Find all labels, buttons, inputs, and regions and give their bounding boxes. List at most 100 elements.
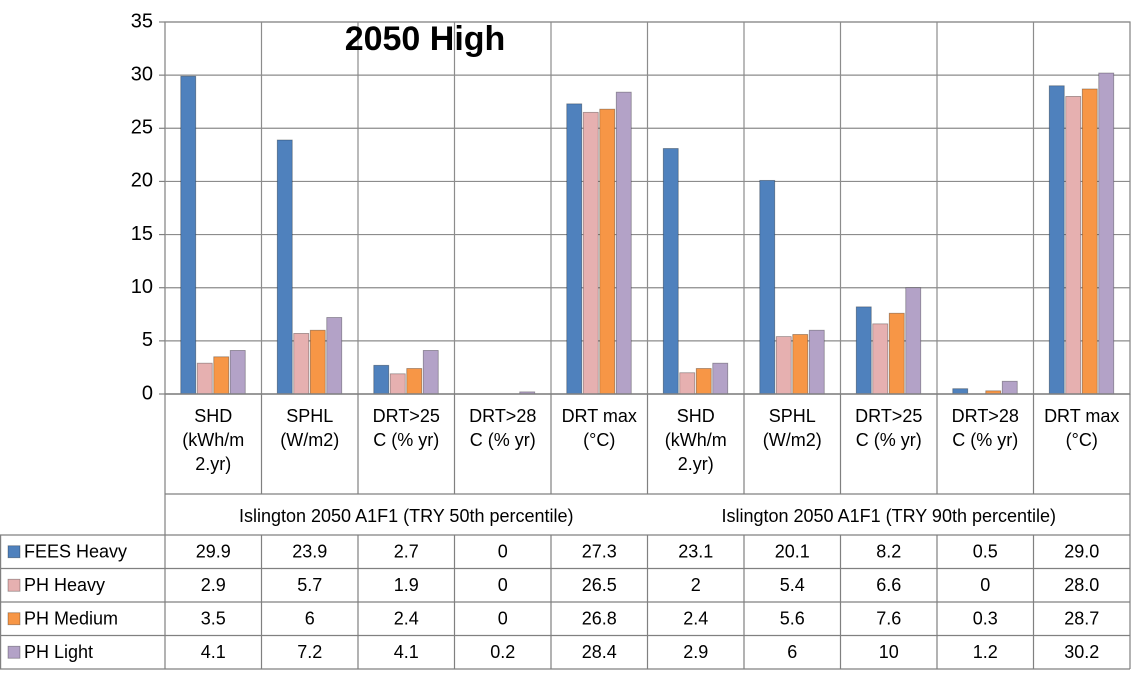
data-label: 23.1 [678, 542, 713, 562]
bar [872, 323, 889, 395]
category-label: DRT max [562, 406, 637, 426]
data-label: 0.5 [973, 542, 998, 562]
y-tick-label: 35 [131, 10, 153, 32]
bar [373, 364, 390, 395]
data-label: 7.6 [876, 609, 901, 629]
y-tick-label: 30 [131, 63, 153, 85]
bar [679, 372, 696, 395]
bar [808, 329, 825, 395]
data-label: 8.2 [876, 542, 901, 562]
bar [1065, 96, 1082, 395]
y-tick-label: 0 [142, 382, 153, 404]
y-tick-label: 5 [142, 329, 153, 351]
y-tick-label: 15 [131, 223, 153, 245]
bar [905, 287, 922, 395]
data-label: 5.6 [780, 609, 805, 629]
data-label: 5.4 [780, 575, 805, 595]
data-label: 0 [980, 575, 990, 595]
data-label: 10 [879, 642, 899, 662]
data-label: 1.9 [394, 575, 419, 595]
category-label: 2.yr) [678, 454, 714, 474]
category-label: (°C) [1066, 430, 1098, 450]
data-label: 2.9 [201, 575, 226, 595]
bar [1001, 380, 1018, 395]
data-label: 23.9 [292, 542, 327, 562]
data-label: 26.5 [582, 575, 617, 595]
bar [1081, 88, 1098, 395]
bar [582, 111, 599, 395]
y-tick-label: 10 [131, 276, 153, 298]
bar [712, 362, 729, 395]
legend-label: PH Heavy [24, 575, 105, 595]
group-label: Islington 2050 A1F1 (TRY 90th percentile… [721, 506, 1056, 526]
data-label: 30.2 [1064, 642, 1099, 662]
y-tick-label: 20 [131, 170, 153, 192]
data-label: 2 [691, 575, 701, 595]
bar [615, 91, 632, 395]
data-label: 2.7 [394, 542, 419, 562]
data-label: 28.0 [1064, 575, 1099, 595]
data-label: 26.8 [582, 609, 617, 629]
category-label: C (% yr) [952, 430, 1018, 450]
bar [276, 139, 293, 395]
bar [422, 350, 439, 395]
bar [1098, 72, 1115, 395]
data-table: SHD (kWh/m 2.yr) SPHL (W/m2) DRT>25 C (% yr) DR… [0, 394, 1131, 670]
data-label: 28.4 [582, 642, 617, 662]
data-label: 29.0 [1064, 542, 1099, 562]
category-label: 2.yr) [195, 454, 231, 474]
legend-swatch [7, 645, 21, 659]
bar [566, 103, 583, 395]
category-label: DRT>28 [952, 406, 1019, 426]
category-label: SPHL [769, 406, 816, 426]
category-label: DRT>25 [855, 406, 922, 426]
data-label: 29.9 [196, 542, 231, 562]
data-label: 2.9 [683, 642, 708, 662]
bar [293, 333, 310, 395]
bar [775, 336, 792, 395]
legend-label: FEES Heavy [24, 542, 127, 562]
legend-swatch [7, 545, 21, 559]
category-label: DRT max [1044, 406, 1119, 426]
group-label: Islington 2050 A1F1 (TRY 50th percentile… [239, 506, 574, 526]
data-label: 5.7 [297, 575, 322, 595]
data-label: 7.2 [297, 642, 322, 662]
data-label: 6 [305, 609, 315, 629]
data-label: 0 [498, 542, 508, 562]
data-label: 4.1 [394, 642, 419, 662]
y-tick-labels: 0 5 10 15 20 25 30 35 [131, 10, 153, 404]
data-label: 27.3 [582, 542, 617, 562]
legend-label: PH Light [24, 642, 93, 662]
bar [213, 356, 230, 395]
y-tick-label: 25 [131, 117, 153, 139]
bar [389, 373, 406, 395]
bars [180, 72, 1115, 395]
category-label: SHD [194, 406, 232, 426]
category-label: (kWh/m [665, 430, 727, 450]
bar [326, 317, 343, 395]
legend-swatch [7, 578, 21, 592]
data-label: 6.6 [876, 575, 901, 595]
category-label: SHD [677, 406, 715, 426]
bar [229, 350, 246, 395]
bar [855, 306, 872, 395]
category-label: (°C) [583, 430, 615, 450]
bar [1048, 85, 1065, 395]
data-label: 0 [498, 575, 508, 595]
legend-label: PH Medium [24, 609, 118, 629]
category-label: C (% yr) [373, 430, 439, 450]
data-label: 4.1 [201, 642, 226, 662]
bar [952, 388, 969, 395]
category-label: C (% yr) [470, 430, 536, 450]
data-label: 2.4 [394, 609, 419, 629]
bar [662, 148, 679, 395]
data-label: 0.2 [490, 642, 515, 662]
data-label: 6 [787, 642, 797, 662]
bar [888, 312, 905, 395]
bar [309, 329, 326, 395]
category-label: C (% yr) [856, 430, 922, 450]
category-label: (W/m2) [280, 430, 339, 450]
bar [406, 368, 423, 395]
category-label: SPHL [286, 406, 333, 426]
chart-title: 2050 High [345, 20, 506, 58]
